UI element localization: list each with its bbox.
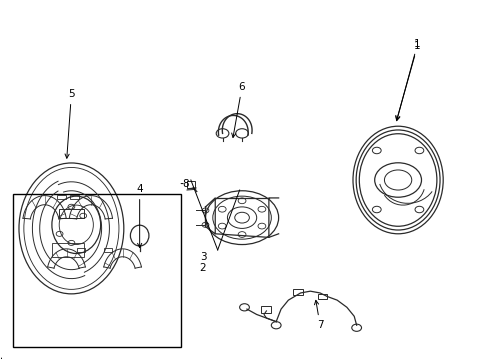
Bar — [104, 248, 112, 252]
Text: 2: 2 — [199, 263, 206, 273]
Text: 6: 6 — [231, 82, 245, 138]
FancyArrow shape — [0, 358, 1, 359]
Text: 3: 3 — [199, 252, 206, 262]
Bar — [57, 195, 65, 199]
Bar — [59, 209, 83, 218]
Bar — [77, 248, 85, 252]
Bar — [317, 294, 327, 300]
Bar — [293, 289, 303, 295]
Bar — [261, 306, 270, 314]
Bar — [186, 181, 194, 188]
Text: 7: 7 — [314, 300, 323, 330]
Text: 1: 1 — [395, 41, 420, 120]
Text: 4: 4 — [136, 184, 142, 248]
Text: 5: 5 — [65, 89, 75, 158]
Bar — [52, 243, 83, 257]
Text: 1: 1 — [395, 39, 420, 121]
Bar — [13, 194, 181, 347]
Bar — [70, 195, 79, 199]
Text: 8: 8 — [181, 179, 189, 189]
